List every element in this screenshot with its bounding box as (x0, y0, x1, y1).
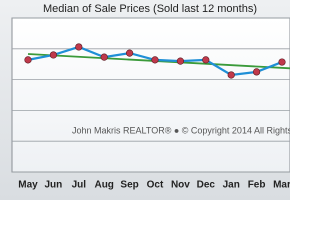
data-point (75, 43, 83, 51)
x-tick-label: Feb (248, 180, 266, 191)
data-point (151, 56, 159, 64)
x-tick-label: Jun (45, 180, 63, 191)
data-point (176, 57, 184, 65)
x-tick-label: Oct (147, 180, 164, 191)
data-point (202, 56, 210, 64)
x-tick-label: Mar (273, 180, 290, 191)
x-tick-label: Dec (197, 180, 216, 191)
chart-title: Median of Sale Prices (Sold last 12 mont… (43, 3, 257, 15)
data-point (227, 71, 235, 79)
x-tick-label: Jan (223, 180, 240, 191)
data-point (126, 49, 134, 57)
x-tick-label: Jul (72, 180, 87, 191)
data-point (24, 56, 32, 64)
watermark: John Makris REALTOR® ● © Copyright 2014 … (72, 125, 290, 135)
x-tick-label: May (18, 180, 38, 191)
trendline (27, 53, 290, 70)
chart: Median of Sale Prices (Sold last 12 mont… (0, 0, 290, 200)
data-point (100, 53, 108, 61)
x-tick-label: Aug (94, 180, 113, 191)
data-point (278, 58, 286, 66)
data-point (253, 68, 261, 76)
x-tick-label: Sep (120, 180, 138, 191)
data-point (49, 51, 58, 59)
plot-area (11, 17, 290, 173)
x-tick-label: Nov (171, 180, 190, 191)
